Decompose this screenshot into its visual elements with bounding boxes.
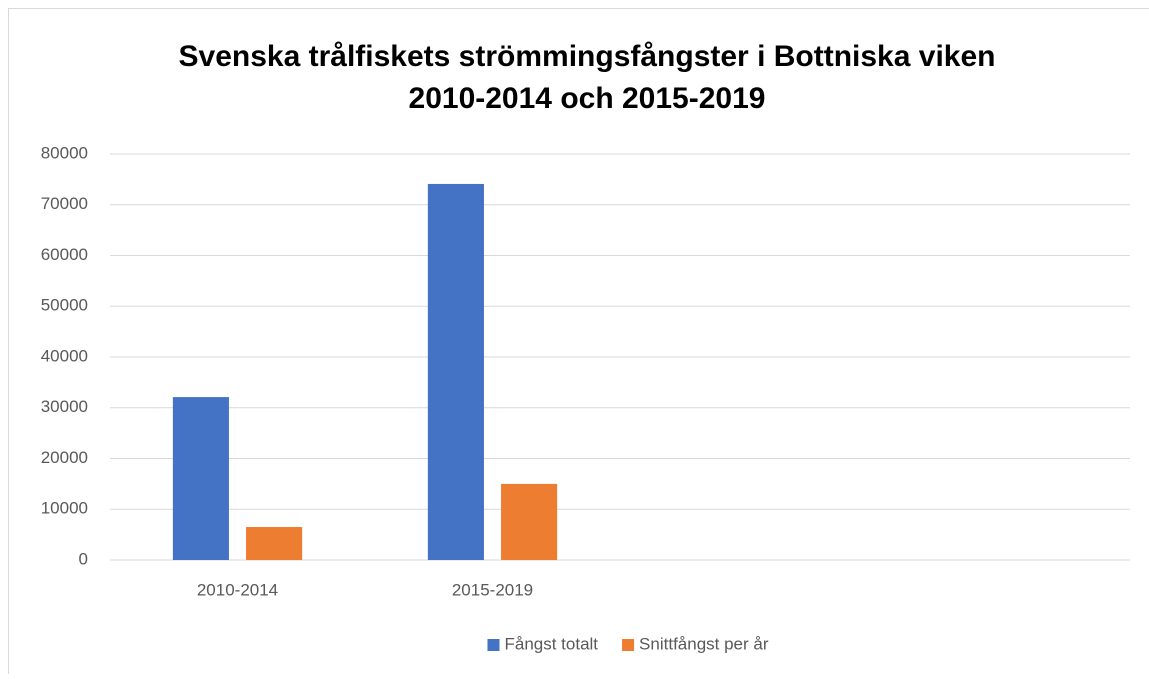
y-tick-label: 20000	[41, 448, 88, 467]
legend-label: Fångst totalt	[504, 634, 598, 653]
y-tick-label: 30000	[41, 397, 88, 416]
y-tick-label: 10000	[41, 499, 88, 518]
chart-title: Svenska trålfiskets strömmingsfångster i…	[179, 40, 996, 73]
y-tick-label: 40000	[41, 346, 88, 365]
bar	[501, 484, 557, 560]
y-tick-label: 70000	[41, 194, 88, 213]
legend-label: Snittfångst per år	[639, 634, 769, 653]
legend-swatch	[487, 639, 499, 651]
y-tick-label: 60000	[41, 245, 88, 264]
x-tick-label: 2010-2014	[197, 580, 278, 599]
legend-swatch	[622, 639, 634, 651]
y-tick-label: 80000	[41, 143, 88, 162]
bar	[428, 184, 484, 560]
bar	[173, 397, 229, 560]
y-tick-label: 50000	[41, 296, 88, 315]
chart-title: 2010-2014 och 2015-2019	[409, 82, 766, 115]
bar	[246, 527, 302, 560]
y-tick-label: 0	[79, 549, 88, 568]
x-tick-label: 2015-2019	[452, 580, 533, 599]
